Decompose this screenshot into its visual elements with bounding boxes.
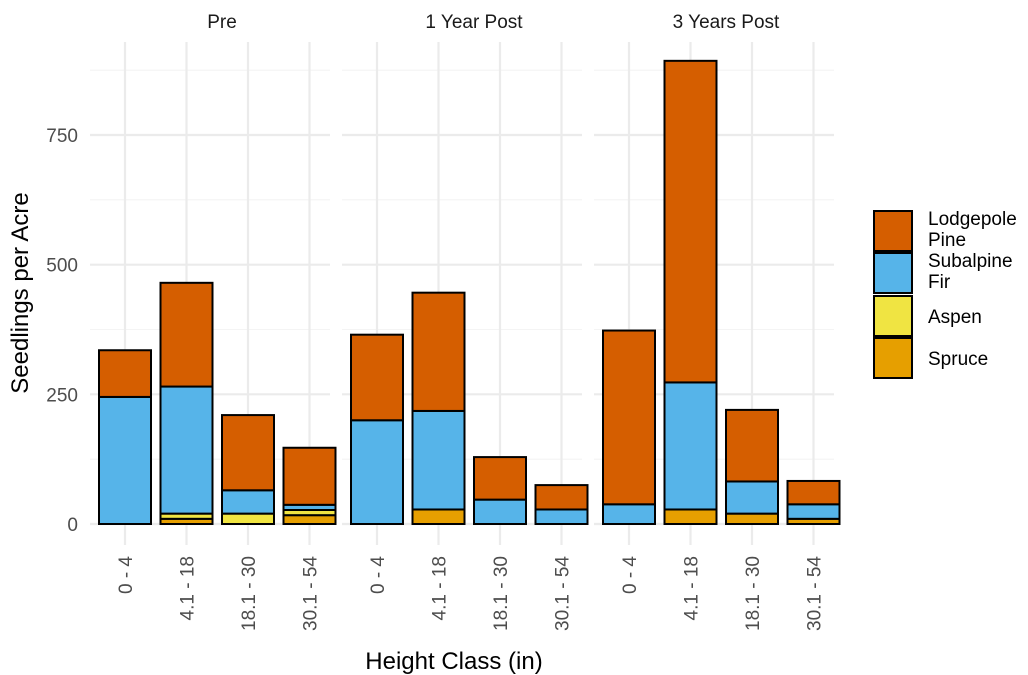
bar-3-years-post-spruce-2 — [663, 508, 718, 525]
x-tick-label: 18.1 - 30 — [743, 556, 764, 631]
y-axis-title: Seedlings per Acre — [7, 192, 34, 393]
bar-1-year-post-lodgepole-pine-2 — [411, 291, 466, 412]
bar-pre-lodgepole-pine-4 — [282, 446, 337, 506]
x-tick-label: 30.1 - 54 — [805, 556, 826, 631]
legend-label: Pine — [928, 230, 966, 251]
x-tick-label: 4.1 - 18 — [682, 556, 703, 620]
bar-pre-aspen-3 — [221, 512, 275, 525]
x-axis-title: Height Class (in) — [365, 648, 542, 675]
x-tick-label: 18.1 - 30 — [239, 556, 260, 631]
legend-label: Spruce — [928, 349, 988, 370]
y-tick-label: 0 — [67, 515, 78, 536]
facet-label-pre: Pre — [207, 12, 237, 33]
legend-key-aspen — [873, 295, 913, 337]
bar-3-years-post-lodgepole-pine-4 — [786, 479, 841, 506]
y-tick-label: 750 — [46, 126, 78, 147]
bar-3-years-post-subalpine-fir-4 — [786, 503, 841, 520]
bar-1-year-post-lodgepole-pine-1 — [350, 333, 404, 422]
bar-pre-spruce-4 — [282, 514, 337, 526]
facet-label-1-year-post: 1 Year Post — [425, 12, 523, 33]
legend-label: Subalpine — [928, 251, 1013, 272]
bars-layer — [98, 59, 841, 526]
legend-label: Fir — [928, 272, 951, 293]
bar-3-years-post-subalpine-fir-2 — [663, 381, 718, 511]
bar-1-year-post-spruce-2 — [411, 508, 466, 525]
bar-pre-subalpine-fir-3 — [221, 489, 275, 515]
bar-1-year-post-subalpine-fir-3 — [473, 498, 527, 526]
bar-3-years-post-subalpine-fir-1 — [602, 503, 656, 526]
y-tick-label: 500 — [46, 256, 78, 277]
bar-pre-lodgepole-pine-3 — [221, 414, 275, 492]
bar-3-years-post-lodgepole-pine-2 — [663, 59, 718, 384]
x-tick-label: 0 - 4 — [620, 556, 641, 594]
legend-label: Lodgepole — [928, 209, 1017, 230]
bar-1-year-post-lodgepole-pine-4 — [534, 484, 589, 511]
bar-1-year-post-subalpine-fir-4 — [534, 508, 589, 525]
facet-label-3-years-post: 3 Years Post — [673, 12, 780, 33]
bar-3-years-post-spruce-3 — [725, 512, 779, 525]
x-tick-label: 30.1 - 54 — [301, 556, 322, 631]
bar-3-years-post-lodgepole-pine-1 — [602, 329, 656, 506]
x-tick-label: 4.1 - 18 — [178, 556, 199, 620]
labels-layer: 0 250 500 750 Pre 0 - 4 4.1 - 18 18.1 - 30 30.1 … — [46, 12, 825, 631]
bar-1-year-post-lodgepole-pine-3 — [473, 456, 527, 501]
legend-label: Aspen — [928, 307, 982, 328]
x-tick-label: 30.1 - 54 — [553, 556, 574, 631]
bar-3-years-post-subalpine-fir-3 — [725, 480, 779, 515]
y-tick-label: 250 — [46, 385, 78, 406]
bar-1-year-post-subalpine-fir-1 — [350, 419, 404, 525]
legend-key-spruce — [873, 337, 913, 379]
x-tick-label: 18.1 - 30 — [491, 556, 512, 631]
legend-key-lodgepole-pine — [873, 210, 913, 252]
x-tick-label: 0 - 4 — [368, 556, 389, 594]
bar-pre-lodgepole-pine-1 — [98, 349, 152, 398]
bar-pre-subalpine-fir-2 — [159, 385, 214, 515]
bar-pre-lodgepole-pine-2 — [159, 281, 214, 388]
bar-3-years-post-lodgepole-pine-3 — [725, 408, 779, 483]
legend-key-subalpine-fir — [873, 252, 913, 294]
bar-1-year-post-subalpine-fir-2 — [411, 409, 466, 511]
x-tick-label: 0 - 4 — [116, 556, 137, 594]
bar-pre-subalpine-fir-1 — [98, 395, 152, 525]
x-tick-label: 4.1 - 18 — [430, 556, 451, 620]
